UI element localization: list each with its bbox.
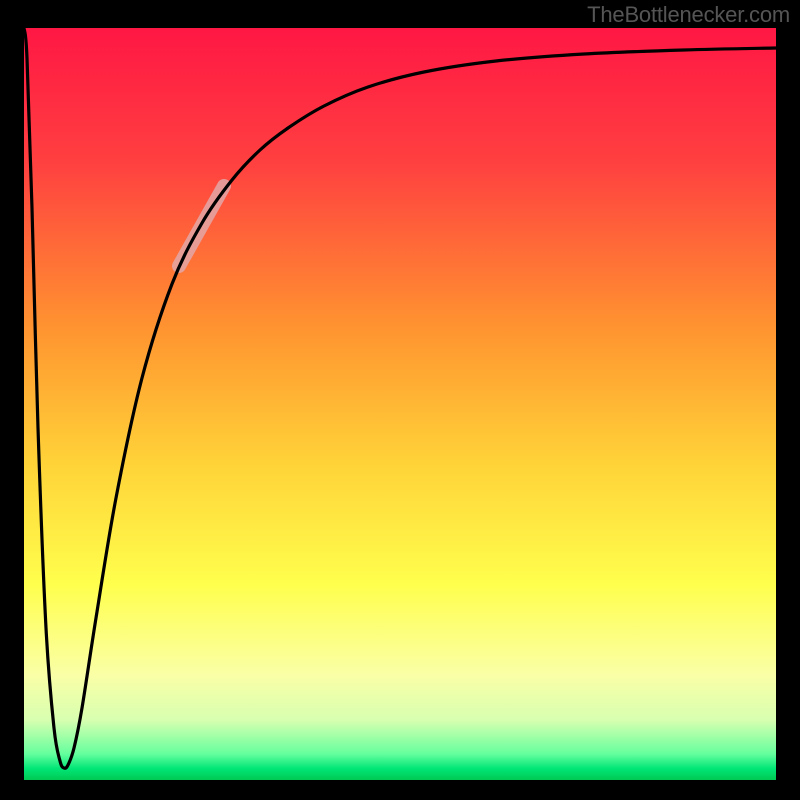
- chart-container: TheBottlenecker.com: [0, 0, 800, 800]
- plot-area: [24, 28, 776, 780]
- watermark-text: TheBottlenecker.com: [587, 2, 790, 28]
- gradient-background: [24, 28, 776, 780]
